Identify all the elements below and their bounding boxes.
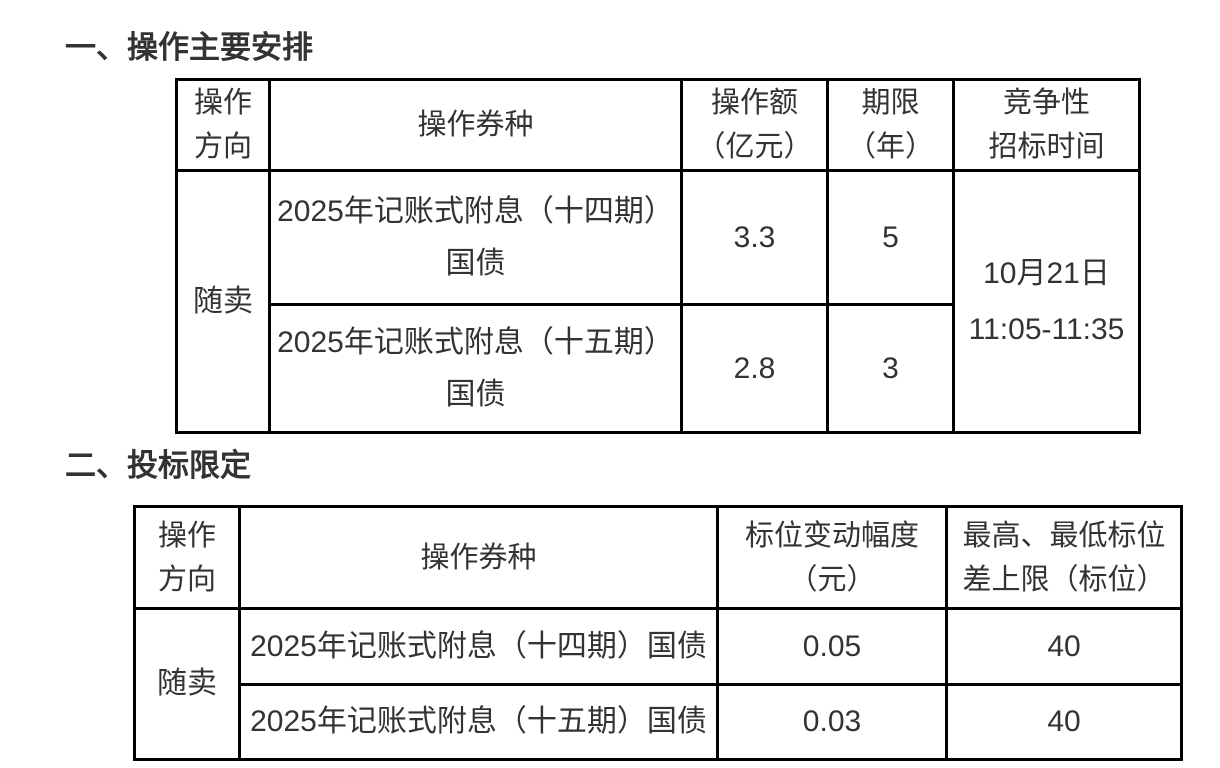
cell-bid-time: 10月21日 11:05-11:35 [952,169,1141,434]
th-bid-time: 竞争性 招标时间 [952,78,1141,172]
cell-cap-1: 40 [945,607,1183,686]
cell-bond-2: 2025年记账式附息（十五期） 国债 [268,303,683,434]
section-2-heading: 二、投标限定 [65,448,251,483]
th-term: 期限 （年） [826,78,955,172]
table-1-row-1: 随卖 2025年记账式附息（十四期） 国债 3.3 5 10月21日 11:05… [175,169,1141,434]
cell-operation-direction: 随卖 [175,169,271,434]
th-operation-direction: 操作 方向 [175,78,271,172]
section-1-heading: 一、操作主要安排 [65,30,313,65]
cell-operation-direction-2: 随卖 [133,607,241,761]
table-1-row-2: 2025年记账式附息（十五期） 国债 2.8 3 [177,303,1140,434]
cell-increment-2: 0.03 [716,683,948,761]
cell-bond-3: 2025年记账式附息（十四期）国债 [238,607,719,686]
th-bond-type-2: 操作券种 [238,505,719,610]
table-2-row-1: 随卖 2025年记账式附息（十四期）国债 0.05 40 [133,607,1183,761]
cell-cap-2: 40 [945,683,1183,761]
table-2-header-row: 操作 方向 操作券种 标位变动幅度 （元） 最高、最低标位 差上限（标位） [133,505,1183,610]
cell-increment-1: 0.05 [716,607,948,686]
bidding-limit-table: 操作 方向 操作券种 标位变动幅度 （元） 最高、最低标位 差上限（标位） 随卖… [133,505,1183,761]
th-operation-amount: 操作额 （亿元） [680,78,829,172]
th-operation-direction-2: 操作 方向 [133,505,241,610]
cell-term-2: 3 [826,303,955,434]
cell-amount-1: 3.3 [680,169,829,306]
table-2-row-2: 2025年记账式附息（十五期）国债 0.03 40 [135,683,1183,761]
th-bond-type: 操作券种 [268,78,683,172]
table-1-header-row: 操作 方向 操作券种 操作额 （亿元） 期限 （年） 竞争性 招标时间 [175,78,1141,172]
th-price-increment: 标位变动幅度 （元） [716,505,948,610]
cell-bond-4: 2025年记账式附息（十五期）国债 [238,683,719,761]
th-spread-cap: 最高、最低标位 差上限（标位） [945,505,1183,610]
cell-bond-1: 2025年记账式附息（十四期） 国债 [268,169,683,306]
cell-amount-2: 2.8 [680,303,829,434]
operation-arrangement-table: 操作 方向 操作券种 操作额 （亿元） 期限 （年） 竞争性 招标时间 随卖 2… [175,78,1141,434]
cell-term-1: 5 [826,169,955,306]
